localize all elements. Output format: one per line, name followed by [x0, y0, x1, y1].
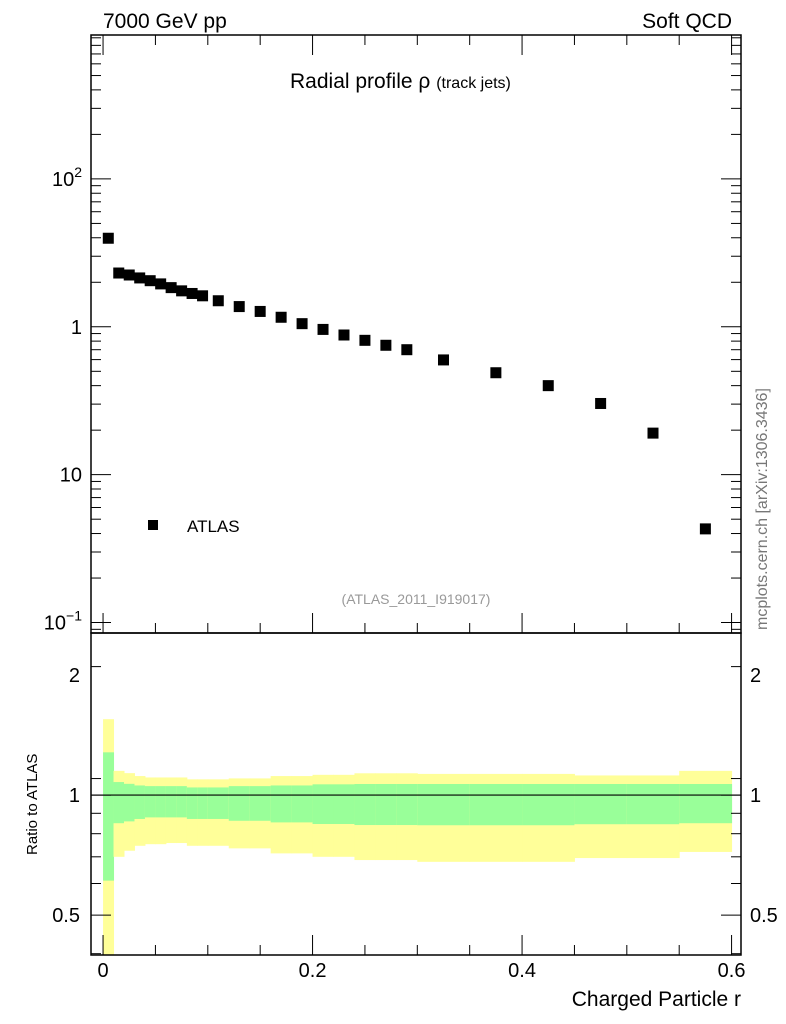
plot-title: Radial profile ρ (track jets): [290, 70, 511, 93]
band-inner-bin: [574, 783, 628, 825]
data-point: [212, 295, 224, 307]
band-inner-bin: [123, 783, 135, 822]
main-frame: [90, 34, 742, 634]
band-inner-bin: [679, 783, 733, 824]
band-inner-bin: [417, 783, 471, 826]
data-point: [254, 305, 266, 317]
data-point: [380, 339, 392, 351]
band-inner-bin: [333, 784, 355, 825]
x-tick-label: 0: [97, 960, 108, 982]
y-tick-base: 10: [52, 169, 74, 191]
data-points: [102, 232, 711, 535]
data-point: [113, 267, 125, 279]
band-inner-bin: [522, 783, 575, 826]
band-inner-bin: [354, 783, 376, 826]
band-inner-bin: [176, 786, 188, 818]
data-point: [186, 287, 198, 299]
band-inner-bin: [103, 752, 115, 881]
y-tick-label: 1: [71, 317, 82, 339]
data-point: [401, 344, 413, 356]
data-point: [437, 354, 449, 366]
ratio-y-axis-label: Ratio to ATLAS: [24, 754, 41, 855]
data-point: [359, 334, 371, 346]
y-tick-exponent: −1: [66, 608, 82, 624]
band-inner-bin: [626, 783, 680, 825]
data-point: [338, 329, 350, 341]
ratio-bands: [103, 719, 733, 955]
data-point: [176, 285, 188, 297]
data-point: [699, 523, 711, 535]
data-point: [165, 282, 177, 294]
data-point: [595, 397, 607, 409]
data-point: [197, 290, 209, 302]
ratio-tick-labels: 2 2 1 1 0.5 0.5: [52, 665, 778, 927]
ratio-frame: [90, 632, 742, 956]
x-tick-labels: 0 0.2 0.4 0.6: [97, 960, 745, 982]
band-inner-bin: [165, 786, 177, 818]
ratio-y-tick-label-right: 1: [750, 785, 761, 807]
y-tick-label: 10: [60, 465, 82, 487]
y-tick-base: 10: [44, 613, 66, 635]
ratio-y-tick-label-left: 2: [69, 665, 80, 687]
band-inner-bin: [155, 786, 167, 818]
ratio-y-tick-label-right: 2: [750, 665, 761, 687]
data-point: [134, 272, 146, 284]
band-inner-bin: [375, 783, 397, 826]
data-point: [542, 380, 554, 392]
data-point: [102, 232, 114, 244]
y-tick-label: 10−1: [44, 608, 82, 635]
y-tick-base: 1: [71, 317, 82, 339]
ratio-y-tick-label-left: 1: [69, 785, 80, 807]
band-inner-bin: [207, 787, 230, 819]
data-point: [490, 367, 502, 379]
data-point: [233, 301, 245, 313]
band-inner-bin: [186, 787, 198, 819]
x-tick-label: 0.4: [508, 960, 536, 982]
ratio-y-tick-label-right: 0.5: [750, 905, 778, 927]
band-inner-bin: [134, 785, 146, 819]
band-inner-bin: [144, 786, 156, 818]
band-inner-bin: [291, 785, 314, 823]
legend-marker-atlas: [148, 520, 158, 530]
x-tick-label: 0.6: [718, 960, 746, 982]
data-point: [296, 318, 308, 330]
header-right: Soft QCD: [642, 10, 732, 33]
band-inner-bin: [396, 783, 418, 826]
analysis-id: (ATLAS_2011_I919017): [342, 591, 491, 607]
legend-label-atlas: ATLAS: [187, 517, 240, 536]
side-label: mcplots.cern.ch [arXiv:1306.3436]: [754, 388, 771, 630]
band-inner-bin: [312, 784, 335, 825]
band-inner-bin: [197, 787, 209, 819]
data-point: [123, 269, 135, 281]
band-inner-bin: [228, 786, 251, 821]
band-inner-bin: [249, 786, 272, 821]
x-tick-label: 0.2: [299, 960, 327, 982]
data-point: [155, 278, 167, 290]
data-point: [144, 275, 156, 287]
band-inner-bin: [113, 782, 125, 824]
data-point: [317, 323, 329, 335]
y-tick-label: 102: [52, 164, 82, 191]
band-inner-bin: [270, 785, 293, 823]
header-left: 7000 GeV pp: [103, 10, 227, 33]
ratio-y-tick-label-left: 0.5: [52, 905, 80, 927]
data-point: [275, 311, 287, 323]
band-inner-bin: [469, 783, 523, 826]
y-tick-base: 10: [60, 465, 82, 487]
y-tick-exponent: 2: [74, 164, 82, 180]
axis-ticks: [91, 35, 741, 955]
x-axis-label: Charged Particle r: [572, 988, 741, 1011]
data-point: [647, 427, 659, 439]
